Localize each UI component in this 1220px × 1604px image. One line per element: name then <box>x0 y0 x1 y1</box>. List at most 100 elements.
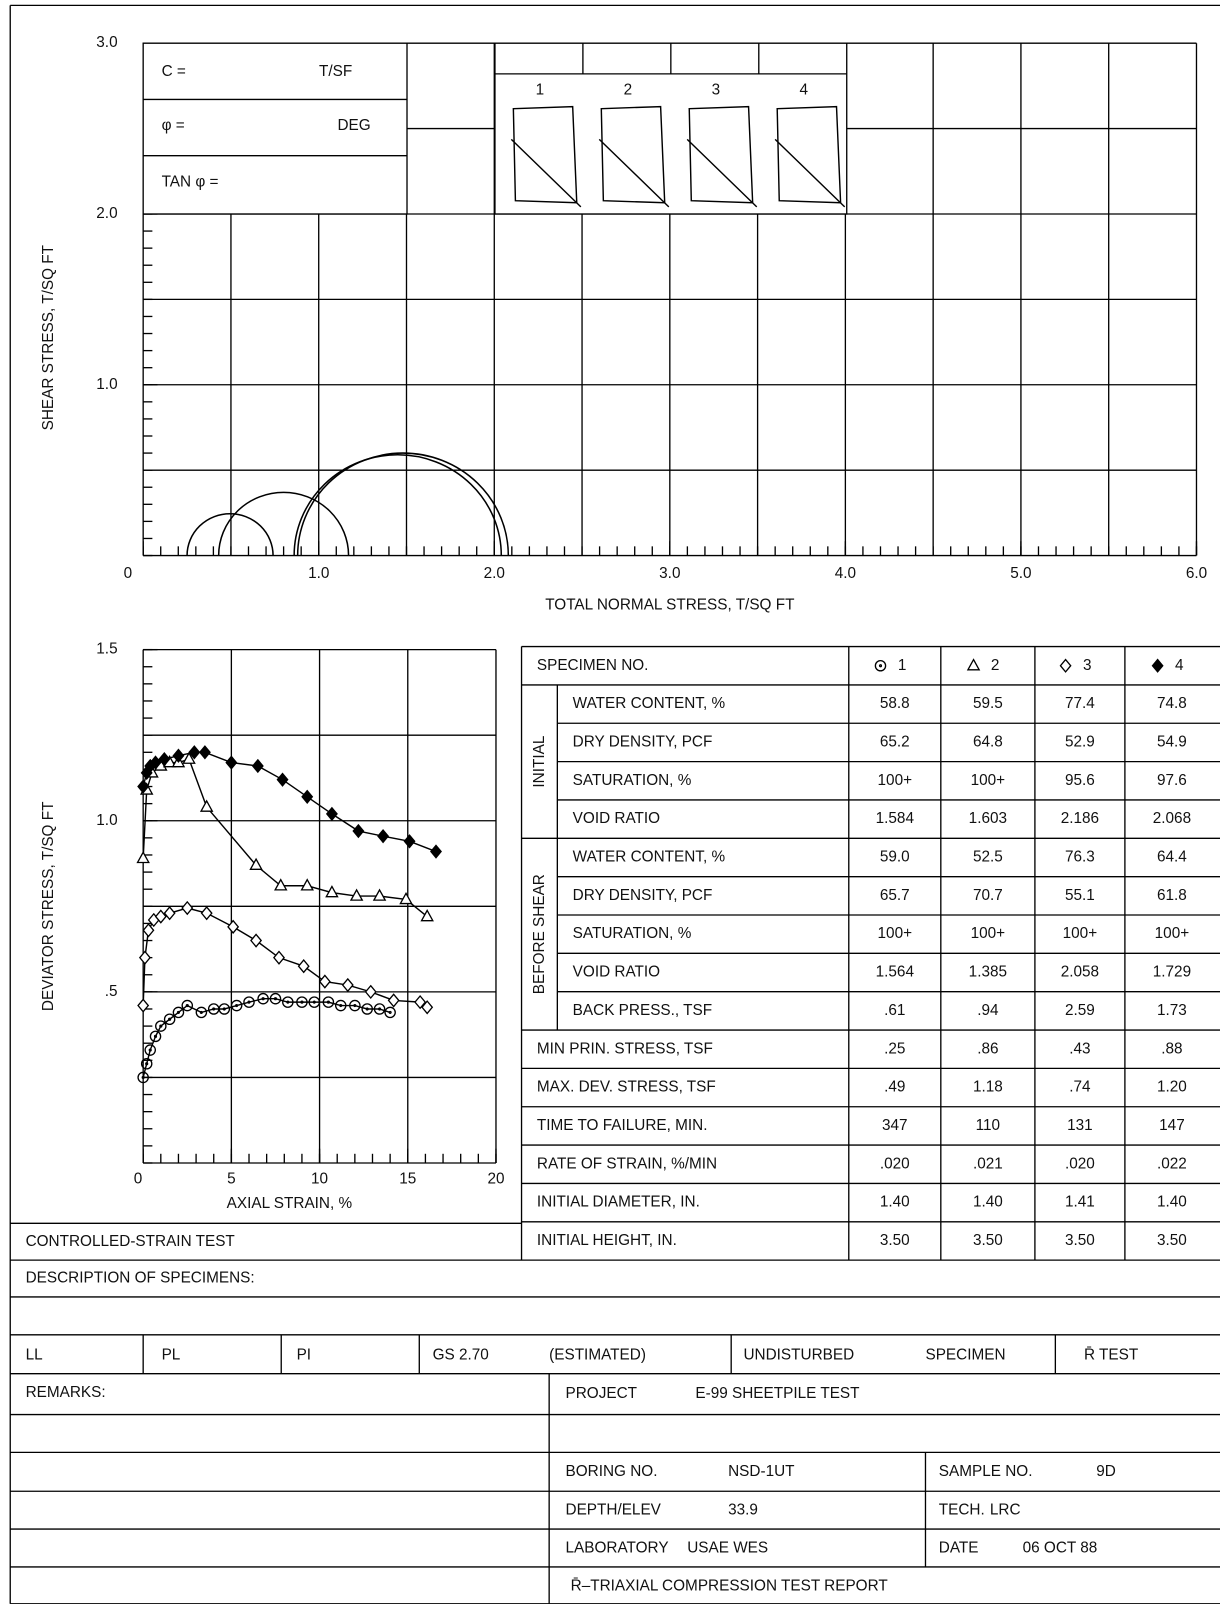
cell: 1.41 <box>1065 1194 1095 1211</box>
x-tick-label: 2.0 <box>484 565 505 582</box>
cell: .88 <box>1161 1040 1182 1057</box>
data-point <box>188 745 201 760</box>
data-point <box>140 1058 153 1070</box>
data-point <box>282 996 294 1008</box>
data-point <box>421 1000 434 1015</box>
data-point <box>137 1071 149 1084</box>
cell: 2.068 <box>1153 810 1191 827</box>
cell: 100+ <box>878 925 913 942</box>
y-axis-title: SHEAR STRESS, T/SQ FT <box>40 244 57 430</box>
cell: .022 <box>1157 1155 1187 1172</box>
cell: 1.40 <box>880 1194 910 1211</box>
field-value: E-99 SHEETPILE TEST <box>695 1385 860 1402</box>
x-tick-label: 15 <box>399 1170 416 1187</box>
cell: 52.9 <box>1065 733 1095 750</box>
data-point <box>149 755 162 770</box>
row-label: BACK PRESS., TSF <box>573 1002 712 1019</box>
mohr-circle <box>296 452 510 556</box>
field-label: DATE <box>939 1540 979 1557</box>
cell: 3.50 <box>973 1232 1003 1249</box>
row-label: INITIAL HEIGHT, IN. <box>537 1232 677 1249</box>
data-point <box>230 999 243 1012</box>
table-header: 2 <box>991 657 1000 674</box>
data-point <box>334 999 347 1012</box>
field-label: DEPTH/ELEV <box>566 1502 662 1519</box>
data-point <box>163 1013 176 1025</box>
data-point <box>172 748 185 763</box>
data-point <box>144 1044 157 1056</box>
data-point <box>341 977 354 993</box>
data-point <box>430 844 442 859</box>
failure-plane <box>510 138 582 208</box>
cell: 1.385 <box>969 964 1007 981</box>
data-point <box>149 1030 162 1043</box>
cell: 1.20 <box>1157 1079 1187 1096</box>
failure-plane <box>686 138 758 208</box>
mohr-circle <box>217 491 350 556</box>
field-label: LABORATORY <box>566 1540 669 1557</box>
cell: 59.5 <box>973 695 1003 712</box>
cell: 1.73 <box>1157 1002 1187 1019</box>
description-label: DESCRIPTION OF SPECIMENS: <box>26 1270 255 1287</box>
cell: 1.40 <box>1157 1194 1187 1211</box>
field-label: SAMPLE NO. <box>939 1463 1033 1480</box>
cell: 1.729 <box>1153 964 1191 981</box>
field-value: 33.9 <box>728 1502 758 1519</box>
report-title: R̄–TRIAXIAL COMPRESSION TEST REPORT <box>571 1577 889 1594</box>
row-label: SATURATION, % <box>573 772 692 789</box>
data-point <box>199 799 214 812</box>
cell: 97.6 <box>1157 772 1187 789</box>
data-point <box>325 806 338 822</box>
cell: .25 <box>884 1040 905 1057</box>
data-point <box>225 755 238 770</box>
cell: .021 <box>973 1155 1003 1172</box>
data-point <box>276 772 289 787</box>
class-label: GS 2.70 <box>433 1346 489 1363</box>
data-point <box>218 1003 231 1015</box>
row-label: DRY DENSITY, PCF <box>573 887 713 904</box>
x-tick-label: 20 <box>487 1170 504 1187</box>
cell: 347 <box>882 1117 908 1134</box>
cell: 95.6 <box>1065 772 1095 789</box>
strength-label: φ = <box>162 117 185 134</box>
legend-marker <box>874 660 887 672</box>
data-point <box>349 999 361 1012</box>
group-label: BEFORE SHEAR <box>531 874 548 994</box>
data-point <box>136 850 150 864</box>
cell: .020 <box>880 1155 910 1172</box>
row-label: SATURATION, % <box>573 925 692 942</box>
sketch-label: 2 <box>624 81 633 98</box>
y-tick-label: .5 <box>105 983 118 1000</box>
row-label: TIME TO FAILURE, MIN. <box>537 1117 708 1134</box>
data-point <box>322 996 335 1008</box>
strength-label: C = <box>162 63 186 80</box>
cell: 1.564 <box>876 964 915 981</box>
data-point <box>325 885 339 898</box>
data-point <box>301 789 314 804</box>
row-label: VOID RATIO <box>573 964 661 981</box>
row-label: RATE OF STRAIN, %/MIN <box>537 1155 717 1172</box>
mohr-circle <box>186 513 274 556</box>
cell: 64.8 <box>973 733 1003 750</box>
strength-box <box>142 42 408 215</box>
test-type: CONTROLLED-STRAIN TEST <box>26 1233 236 1250</box>
row-label: VOID RATIO <box>573 810 661 827</box>
data-point <box>414 994 427 1010</box>
data-point <box>420 909 434 922</box>
data-point <box>251 758 264 774</box>
data-point <box>137 779 150 794</box>
data-point <box>274 878 288 891</box>
y-axis-title: DEVIATOR STRESS, T/SQ FT <box>40 801 57 1011</box>
group-label: INITIAL <box>531 735 548 787</box>
y-tick-label: 2.0 <box>96 205 117 222</box>
cell: 3.50 <box>1157 1232 1187 1249</box>
data-point <box>361 1003 373 1015</box>
row-label: WATER CONTENT, % <box>573 849 726 866</box>
cell: 100+ <box>1155 925 1190 942</box>
cell: 65.2 <box>880 733 910 750</box>
cell: 2.186 <box>1061 810 1099 827</box>
data-point <box>399 891 413 905</box>
remarks-label: REMARKS: <box>26 1384 106 1401</box>
data-point <box>182 751 196 764</box>
data-line <box>142 751 437 853</box>
